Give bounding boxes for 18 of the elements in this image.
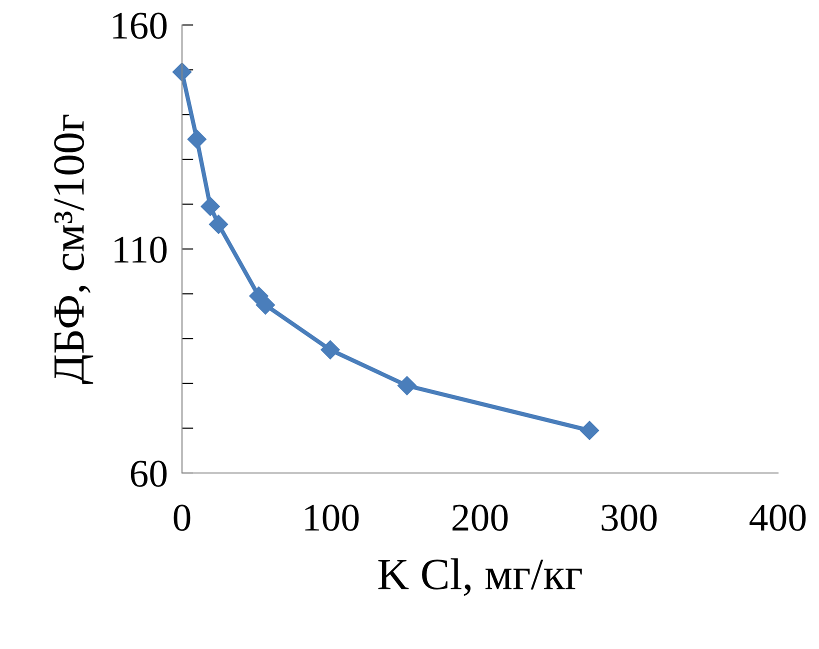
y-tick-label: 160 (113, 12, 167, 39)
x-tick-label: 100 (305, 504, 359, 531)
x-tick-label: 200 (452, 504, 508, 531)
point (580, 420, 600, 440)
point (256, 295, 275, 315)
x-tick-label: 400 (750, 504, 806, 531)
point (208, 214, 228, 234)
y-tick-label: 60 (130, 460, 167, 487)
x-axis-title: K Cl, мг/кг (378, 558, 582, 596)
x-tick-label: 300 (602, 504, 657, 531)
point (320, 340, 340, 360)
x-tick-label: 0 (174, 504, 190, 531)
point (187, 130, 206, 149)
y-tick-label: 110 (114, 236, 167, 263)
y-axis-title: ДБФ, см³/100г (54, 114, 94, 384)
point (397, 376, 417, 396)
point (172, 62, 192, 82)
point (200, 196, 220, 216)
